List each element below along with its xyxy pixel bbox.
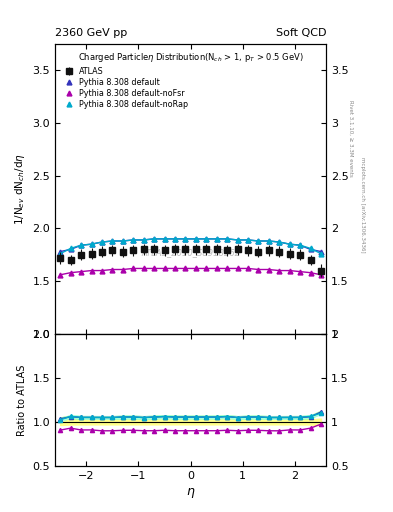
- Pythia 8.308 default-noFsr: [99, 267, 104, 273]
- Pythia 8.308 default: [204, 236, 209, 242]
- Pythia 8.308 default-noFsr: [79, 268, 83, 274]
- Pythia 8.308 default: [68, 246, 73, 252]
- Text: mcplots.cern.ch [arXiv:1306.3436]: mcplots.cern.ch [arXiv:1306.3436]: [360, 157, 365, 252]
- Text: Soft QCD: Soft QCD: [276, 28, 326, 38]
- Pythia 8.308 default: [183, 236, 188, 242]
- Pythia 8.308 default-noRap: [152, 236, 156, 242]
- Pythia 8.308 default-noRap: [121, 238, 125, 244]
- Pythia 8.308 default-noRap: [183, 236, 188, 242]
- Pythia 8.308 default: [173, 236, 177, 242]
- Pythia 8.308 default: [308, 246, 313, 252]
- Pythia 8.308 default-noRap: [266, 238, 271, 244]
- Pythia 8.308 default: [131, 237, 136, 243]
- Pythia 8.308 default: [319, 248, 323, 254]
- Line: Pythia 8.308 default: Pythia 8.308 default: [58, 237, 323, 254]
- Pythia 8.308 default-noRap: [68, 245, 73, 251]
- Pythia 8.308 default-noFsr: [235, 265, 240, 271]
- Pythia 8.308 default-noFsr: [246, 265, 250, 271]
- Pythia 8.308 default-noFsr: [277, 267, 282, 273]
- Pythia 8.308 default-noRap: [298, 242, 303, 248]
- Pythia 8.308 default-noFsr: [131, 265, 136, 271]
- Pythia 8.308 default-noRap: [141, 237, 146, 243]
- Pythia 8.308 default-noFsr: [214, 265, 219, 271]
- Pythia 8.308 default: [141, 237, 146, 243]
- Line: Pythia 8.308 default-noRap: Pythia 8.308 default-noRap: [58, 237, 323, 256]
- Text: 2360 GeV pp: 2360 GeV pp: [55, 28, 127, 38]
- Pythia 8.308 default-noFsr: [266, 266, 271, 272]
- X-axis label: $\eta$: $\eta$: [186, 486, 195, 500]
- Pythia 8.308 default: [298, 242, 303, 248]
- Pythia 8.308 default: [162, 236, 167, 242]
- Pythia 8.308 default-noFsr: [141, 265, 146, 271]
- Pythia 8.308 default: [110, 238, 115, 244]
- Pythia 8.308 default-noRap: [225, 236, 230, 242]
- Pythia 8.308 default-noRap: [287, 241, 292, 247]
- Pythia 8.308 default-noFsr: [162, 265, 167, 271]
- Pythia 8.308 default-noFsr: [256, 266, 261, 272]
- Pythia 8.308 default-noFsr: [298, 268, 303, 274]
- Pythia 8.308 default-noRap: [308, 245, 313, 251]
- Pythia 8.308 default: [193, 236, 198, 242]
- Pythia 8.308 default-noRap: [256, 238, 261, 244]
- Pythia 8.308 default: [277, 239, 282, 245]
- Pythia 8.308 default: [235, 237, 240, 243]
- Pythia 8.308 default-noRap: [110, 238, 115, 244]
- Pythia 8.308 default: [225, 236, 230, 242]
- Pythia 8.308 default-noRap: [162, 236, 167, 242]
- Pythia 8.308 default-noFsr: [68, 270, 73, 276]
- Pythia 8.308 default-noRap: [277, 239, 282, 245]
- Pythia 8.308 default-noFsr: [110, 266, 115, 272]
- Pythia 8.308 default-noRap: [319, 250, 323, 257]
- Y-axis label: 1/N$_{ev}$ dN$_{ch}$/d$\eta$: 1/N$_{ev}$ dN$_{ch}$/d$\eta$: [13, 153, 27, 225]
- Pythia 8.308 default-noFsr: [287, 267, 292, 273]
- Pythia 8.308 default-noFsr: [173, 265, 177, 271]
- Pythia 8.308 default-noFsr: [225, 265, 230, 271]
- Pythia 8.308 default: [152, 236, 156, 242]
- Legend: ATLAS, Pythia 8.308 default, Pythia 8.308 default-noFsr, Pythia 8.308 default-no: ATLAS, Pythia 8.308 default, Pythia 8.30…: [62, 65, 189, 110]
- Pythia 8.308 default-noRap: [79, 242, 83, 248]
- Pythia 8.308 default-noFsr: [89, 267, 94, 273]
- Pythia 8.308 default-noRap: [193, 236, 198, 242]
- Pythia 8.308 default-noFsr: [58, 272, 62, 278]
- Pythia 8.308 default-noFsr: [152, 265, 156, 271]
- Pythia 8.308 default: [58, 248, 62, 254]
- Pythia 8.308 default-noFsr: [308, 270, 313, 276]
- Pythia 8.308 default-noRap: [58, 250, 62, 257]
- Pythia 8.308 default-noRap: [214, 236, 219, 242]
- Pythia 8.308 default: [99, 239, 104, 245]
- Text: Charged Particle$\eta$ Distribution(N$_{ch}$ > 1, p$_T$ > 0.5 GeV): Charged Particle$\eta$ Distribution(N$_{…: [78, 51, 303, 64]
- Pythia 8.308 default: [246, 237, 250, 243]
- Pythia 8.308 default-noFsr: [121, 266, 125, 272]
- Pythia 8.308 default-noFsr: [319, 272, 323, 278]
- Line: Pythia 8.308 default-noFsr: Pythia 8.308 default-noFsr: [58, 266, 323, 277]
- Y-axis label: Ratio to ATLAS: Ratio to ATLAS: [17, 364, 27, 436]
- Pythia 8.308 default-noFsr: [183, 265, 188, 271]
- Pythia 8.308 default-noRap: [246, 237, 250, 243]
- Pythia 8.308 default-noRap: [235, 237, 240, 243]
- Pythia 8.308 default: [266, 238, 271, 244]
- Pythia 8.308 default-noFsr: [193, 265, 198, 271]
- Pythia 8.308 default-noFsr: [204, 265, 209, 271]
- Pythia 8.308 default-noRap: [99, 239, 104, 245]
- Pythia 8.308 default: [287, 241, 292, 247]
- Pythia 8.308 default-noRap: [89, 241, 94, 247]
- Pythia 8.308 default-noRap: [173, 236, 177, 242]
- Pythia 8.308 default-noRap: [131, 237, 136, 243]
- Pythia 8.308 default: [79, 242, 83, 248]
- Pythia 8.308 default: [121, 238, 125, 244]
- Pythia 8.308 default: [214, 236, 219, 242]
- Text: ATLAS_2010_S8918562: ATLAS_2010_S8918562: [141, 248, 240, 257]
- Pythia 8.308 default: [89, 241, 94, 247]
- Text: Rivet 3.1.10, ≥ 3.3M events: Rivet 3.1.10, ≥ 3.3M events: [348, 100, 353, 177]
- Pythia 8.308 default-noRap: [204, 236, 209, 242]
- Pythia 8.308 default: [256, 238, 261, 244]
